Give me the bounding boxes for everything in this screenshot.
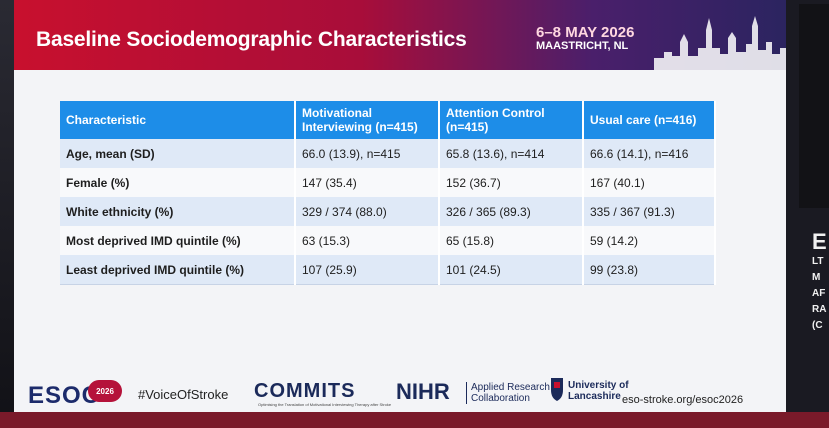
row-label: Most deprived IMD quintile (%) (60, 226, 296, 255)
hashtag: #VoiceOfStroke (138, 387, 229, 402)
header-attention-control: Attention Control (n=415) (439, 101, 584, 139)
table-row: Female (%) 147 (35.4) 152 (36.7) 167 (40… (60, 168, 716, 197)
city-skyline-icon (654, 16, 786, 70)
side-screen (799, 4, 829, 208)
arc-line-1: Applied Research (471, 382, 550, 393)
university-line-2: Lancashire (568, 391, 621, 402)
university-crest-icon (551, 378, 563, 401)
slide-header: Baseline Sociodemographic Characteristic… (14, 0, 786, 70)
cell-value: 326 / 365 (89.3) (439, 197, 584, 226)
event-place: MAASTRICHT, NL (536, 40, 629, 52)
room-edge (0, 0, 14, 428)
cell-value: 99 (23.8) (583, 255, 716, 285)
cell-value: 59 (14.2) (583, 226, 716, 255)
cell-value: 101 (24.5) (439, 255, 584, 285)
slide-title: Baseline Sociodemographic Characteristic… (36, 28, 467, 51)
slide-footer: ESOC 2026 #VoiceOfStroke COMMITS Optimis… (14, 368, 786, 412)
university-logo: University of Lancashire (568, 380, 629, 402)
commits-logo: COMMITS (254, 380, 356, 402)
side-screen-big-letter: E (812, 229, 827, 254)
baseline-table: Characteristic Motivational Interviewing… (60, 101, 716, 285)
header-usual-care: Usual care (n=416) (583, 101, 716, 139)
row-label: Female (%) (60, 168, 296, 197)
arc-line-2: Collaboration (471, 393, 530, 404)
nihr-logo: NIHR (396, 379, 450, 404)
row-label: Least deprived IMD quintile (%) (60, 255, 296, 285)
side-line: RA (812, 304, 827, 315)
room-floor-strip (0, 412, 829, 428)
cell-value: 63 (15.3) (295, 226, 440, 255)
cell-value: 147 (35.4) (295, 168, 440, 197)
side-line: M (812, 272, 821, 283)
cell-value: 167 (40.1) (583, 168, 716, 197)
event-date: 6–8 MAY 2026 (536, 24, 635, 41)
esoc-logo: ESOC (28, 382, 101, 409)
university-line-1: University of (568, 380, 629, 391)
cell-value: 329 / 374 (88.0) (295, 197, 440, 226)
row-label: White ethnicity (%) (60, 197, 296, 226)
table-header-row: Characteristic Motivational Interviewing… (60, 101, 716, 139)
side-line: LT (812, 256, 824, 267)
header-characteristic: Characteristic (60, 101, 296, 139)
commits-tagline: Optimising the Translation of Motivation… (258, 402, 392, 407)
arc-label: Applied Research Collaboration (466, 382, 550, 404)
header-motivational-interviewing: Motivational Interviewing (n=415) (295, 101, 440, 139)
esoc-year-badge: 2026 (88, 380, 122, 402)
presentation-slide: Baseline Sociodemographic Characteristic… (14, 0, 786, 412)
side-screen-text: E LT M AF RA (C (812, 230, 827, 334)
cell-value: 65.8 (13.6), n=414 (439, 139, 584, 168)
side-line: AF (812, 288, 826, 299)
cell-value: 66.0 (13.9), n=415 (295, 139, 440, 168)
table-row: Age, mean (SD) 66.0 (13.9), n=415 65.8 (… (60, 139, 716, 168)
side-line: (C (812, 320, 823, 331)
conference-website: eso-stroke.org/esoc2026 (622, 394, 744, 406)
table-row: Least deprived IMD quintile (%) 107 (25.… (60, 255, 716, 285)
cell-value: 152 (36.7) (439, 168, 584, 197)
cell-value: 107 (25.9) (295, 255, 440, 285)
cell-value: 65 (15.8) (439, 226, 584, 255)
cell-value: 66.6 (14.1), n=416 (583, 139, 716, 168)
cell-value: 335 / 367 (91.3) (583, 197, 716, 226)
row-label: Age, mean (SD) (60, 139, 296, 168)
table-row: White ethnicity (%) 329 / 374 (88.0) 326… (60, 197, 716, 226)
table-row: Most deprived IMD quintile (%) 63 (15.3)… (60, 226, 716, 255)
